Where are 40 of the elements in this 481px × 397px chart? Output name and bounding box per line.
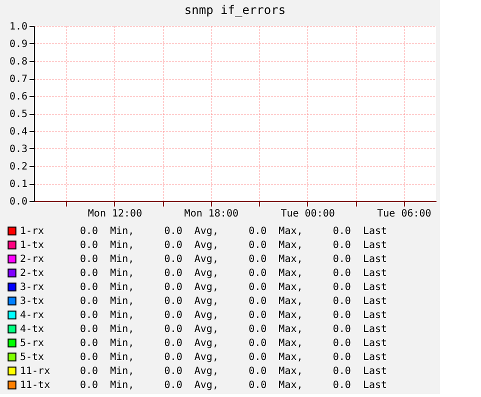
y-tick-label: 0.0 <box>9 196 28 208</box>
y-tick-label: 0.9 <box>9 39 28 50</box>
legend-label: 2-rx <box>20 254 44 265</box>
legend-label: 5-tx <box>20 352 44 363</box>
legend-label: 11-rx <box>20 366 50 377</box>
legend-label: 1-rx <box>20 226 44 237</box>
text: 0.0 Min, 0.0 Avg, 0.0 Max, 0.0 Last <box>80 324 388 335</box>
legend-label: 4-tx <box>20 324 44 335</box>
text: 0.0 Min, 0.0 Avg, 0.0 Max, 0.0 Last <box>80 380 388 391</box>
y-tick-label: 0.4 <box>9 126 28 138</box>
x-tick-label: Tue 06:00 <box>377 208 432 220</box>
text: 0.0 Min, 0.0 Avg, 0.0 Max, 0.0 Last <box>80 240 388 251</box>
text: 0.0 Min, 0.0 Avg, 0.0 Max, 0.0 Last <box>80 296 388 307</box>
y-tick-label: 0.8 <box>9 56 28 68</box>
text: 0.0 Min, 0.0 Avg, 0.0 Max, 0.0 Last <box>80 268 388 279</box>
text: 0.0 Min, 0.0 Avg, 0.0 Max, 0.0 Last <box>80 352 388 363</box>
text: 0.0 Min, 0.0 Avg, 0.0 Max, 0.0 Last <box>80 282 388 293</box>
text: 0.0 Min, 0.0 Avg, 0.0 Max, 0.0 Last <box>80 338 388 349</box>
y-tick-label: 0.3 <box>9 144 28 155</box>
legend-label: 3-rx <box>20 282 44 293</box>
y-tick-label: 0.1 <box>9 179 28 190</box>
y-tick-label: 1.0 <box>9 22 28 32</box>
legend-label: 4-rx <box>20 310 44 321</box>
legend-label: 1-tx <box>20 240 44 251</box>
text: 0.0 Min, 0.0 Avg, 0.0 Max, 0.0 Last <box>80 366 388 377</box>
y-tick-label: 0.5 <box>9 109 28 120</box>
x-tick-label: Mon 18:00 <box>184 208 238 220</box>
legend-label: 3-tx <box>20 296 44 307</box>
x-tick-label: Mon 12:00 <box>88 208 142 220</box>
chart-title: snmp if_errors <box>184 3 286 17</box>
legend-label: 11-tx <box>20 380 50 391</box>
y-tick-label: 0.2 <box>9 162 28 172</box>
text: 0.0 Min, 0.0 Avg, 0.0 Max, 0.0 Last <box>80 310 388 321</box>
legend-label: 2-tx <box>20 268 44 279</box>
legend-label: 5-rx <box>20 338 44 349</box>
x-tick-label: Tue 00:00 <box>280 208 335 220</box>
y-tick-label: 0.7 <box>9 74 28 85</box>
y-tick-label: 0.6 <box>9 92 28 102</box>
text: 0.0 Min, 0.0 Avg, 0.0 Max, 0.0 Last <box>80 226 388 237</box>
text: 0.0 Min, 0.0 Avg, 0.0 Max, 0.0 Last <box>80 254 388 265</box>
